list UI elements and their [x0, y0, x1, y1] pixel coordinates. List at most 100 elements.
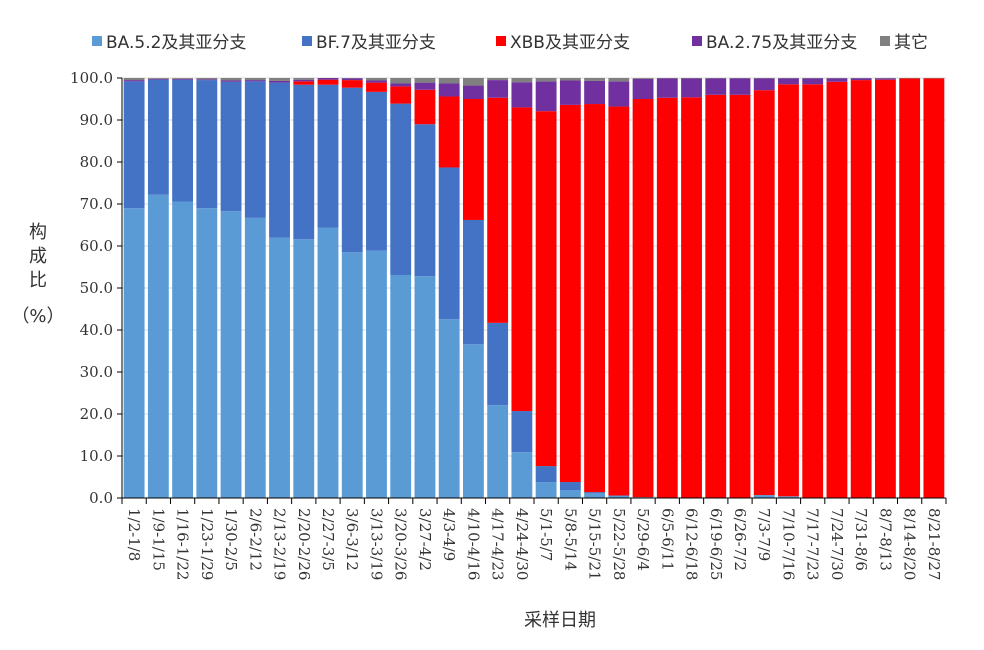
bar-segment-3	[438, 96, 460, 168]
bar-segment-4	[850, 78, 872, 81]
y-axis-title-part: （%）	[11, 306, 64, 327]
x-tick-label: 8/14-8/20	[901, 508, 919, 580]
bar-segment-4	[390, 83, 412, 87]
bar-stack	[632, 78, 654, 498]
bar-stack	[753, 78, 775, 498]
bar-segment-3	[632, 99, 654, 498]
bar-segment-1	[244, 217, 266, 499]
bar-segment-1	[366, 250, 387, 498]
y-tick-label: 50.0	[80, 279, 113, 297]
bar-segment-4	[608, 81, 630, 107]
bar-stack	[317, 78, 339, 498]
bar-segment-3	[487, 97, 509, 323]
x-tick-label: 8/7-8/13	[876, 508, 894, 571]
bar-segment-3	[390, 86, 412, 104]
bar-segment-3	[656, 97, 678, 498]
y-tick-label: 60.0	[80, 237, 113, 255]
bar-stack	[438, 78, 460, 498]
bar-segment-1	[535, 482, 557, 498]
legend-swatch	[302, 36, 312, 46]
legend-label: BA.5.2及其亚分支	[106, 33, 246, 53]
bar-stack	[147, 78, 169, 498]
bar-segment-3	[366, 82, 387, 92]
bar-segment-4	[753, 78, 775, 91]
y-axis-title-part: 成	[29, 246, 47, 267]
bar-segment-4	[487, 80, 509, 98]
bar-segment-5	[366, 78, 387, 81]
bar-segment-4	[317, 78, 339, 80]
bar-segment-2	[341, 87, 363, 253]
y-axis-title: 构成比 （%）	[11, 222, 64, 327]
x-tick-label: 7/17-7/23	[804, 508, 822, 580]
bar-segment-2	[244, 81, 266, 218]
bar-segment-5	[608, 78, 630, 82]
bar-stack	[244, 78, 266, 499]
bar-segment-4	[535, 81, 557, 112]
bar-segment-4	[778, 78, 799, 85]
x-tick-label: 4/17-4/23	[489, 508, 507, 580]
bar-segment-2	[535, 466, 557, 483]
bar-stack	[850, 78, 872, 498]
bar-segment-5	[123, 78, 145, 81]
bar-segment-1	[559, 490, 581, 498]
y-tick-label: 80.0	[80, 153, 113, 171]
bar-stack	[899, 78, 921, 498]
bar-segment-5	[220, 78, 242, 81]
y-axis-title-part: 比	[29, 270, 47, 291]
bar-stack	[487, 78, 509, 498]
bar-segment-5	[559, 78, 581, 81]
bar-segment-2	[462, 219, 484, 345]
bar-segment-4	[462, 85, 484, 99]
bar-segment-5	[632, 78, 654, 79]
x-tick-label: 8/21-8/27	[925, 508, 943, 580]
y-tick-label: 30.0	[80, 363, 113, 381]
bar-segment-3	[874, 79, 896, 498]
x-tick-label: 6/19-6/25	[707, 508, 725, 580]
bar-segment-4	[244, 80, 266, 82]
x-tick-label: 1/9-1/15	[149, 508, 167, 571]
bar-segment-3	[729, 94, 751, 498]
bar-segment-3	[899, 78, 921, 498]
bar-segment-1	[220, 211, 242, 498]
bar-segment-2	[196, 80, 218, 209]
bar-segment-3	[608, 106, 630, 496]
bar-segment-4	[293, 79, 315, 82]
x-tick-label: 5/15-5/21	[586, 508, 604, 580]
bar-segment-2	[511, 411, 533, 453]
bar-stack	[366, 78, 387, 498]
x-tick-label: 7/31-8/6	[852, 508, 870, 571]
bar-segment-1	[317, 227, 339, 498]
bar-segment-1	[753, 495, 775, 498]
bar-stacks	[123, 78, 945, 499]
bar-stack	[681, 78, 702, 498]
bar-segment-2	[487, 322, 509, 406]
bar-segment-2	[366, 91, 387, 251]
bar-stack	[511, 78, 533, 498]
bar-stack	[172, 78, 194, 499]
x-tick-label: 2/13-2/19	[271, 508, 289, 580]
bar-segment-1	[341, 252, 363, 498]
legend-label: BF.7及其亚分支	[316, 33, 436, 53]
bar-segment-1	[123, 208, 145, 498]
bar-segment-4	[874, 78, 896, 80]
y-tick-label: 20.0	[80, 405, 113, 423]
bar-stack	[220, 78, 242, 498]
bar-segment-5	[147, 78, 169, 79]
bar-segment-2	[317, 84, 339, 228]
bar-segment-5	[487, 78, 509, 81]
x-tick-label: 1/2-1/8	[125, 508, 143, 561]
x-tick-label: 3/27-4/2	[416, 508, 434, 571]
y-tick-label: 70.0	[80, 195, 113, 213]
bar-segment-4	[220, 80, 242, 82]
y-tick-labels: 0.0 10.0 20.0 30.0 40.0 50.0 60.0 70.0 80.0 90.0 1…	[70, 69, 113, 507]
legend-label: XBB及其亚分支	[510, 33, 630, 53]
x-tick-label: 4/3-4/9	[440, 508, 458, 561]
y-tick-label: 100.0	[70, 69, 113, 87]
bar-segment-2	[438, 167, 460, 320]
y-tick-label: 10.0	[80, 447, 113, 465]
bar-segment-2	[390, 103, 412, 275]
y-tick-label: 0.0	[89, 489, 113, 507]
bar-stack	[608, 78, 630, 498]
bar-segment-2	[559, 482, 581, 491]
